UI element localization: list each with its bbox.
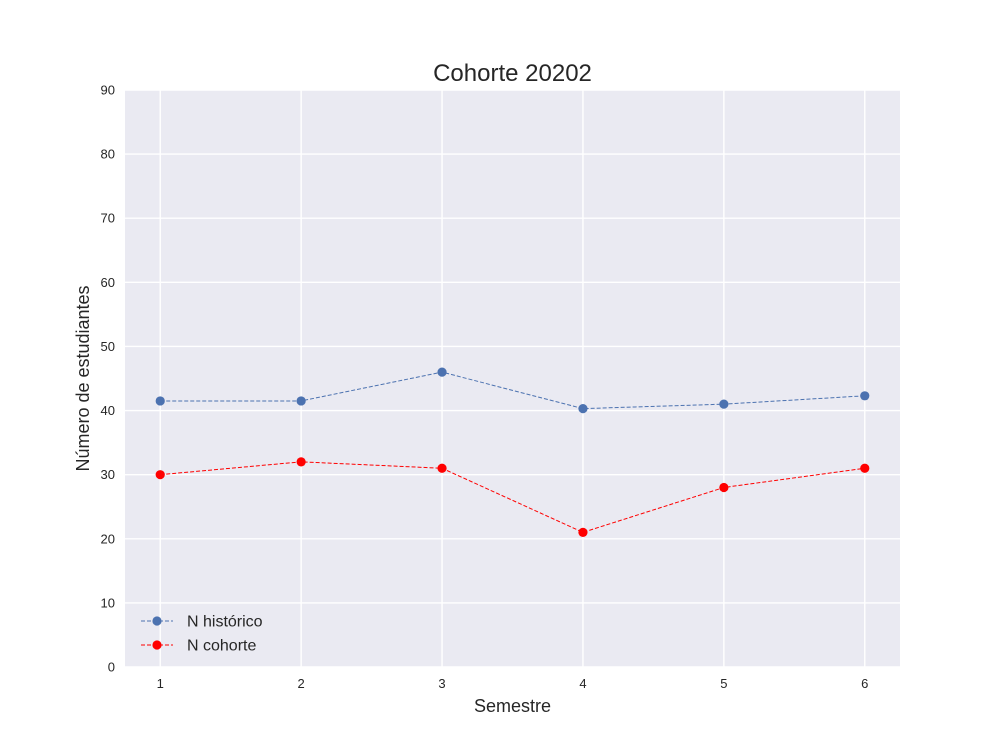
series-layer — [155, 367, 870, 537]
data-point — [719, 399, 729, 409]
y-tick-label: 80 — [101, 147, 115, 162]
y-tick-label: 90 — [101, 83, 115, 98]
grid-lines — [125, 89, 900, 668]
y-tick-label: 10 — [101, 595, 115, 610]
data-point — [437, 367, 447, 377]
legend-marker — [152, 616, 162, 626]
data-point — [296, 457, 306, 467]
y-tick-label: 70 — [101, 211, 115, 226]
data-point — [296, 396, 306, 406]
x-tick-label: 5 — [720, 676, 727, 691]
plot-area — [125, 90, 900, 667]
x-tick-label: 1 — [157, 676, 164, 691]
legend-label: N cohorte — [187, 638, 256, 655]
y-tick-label: 30 — [101, 467, 115, 482]
tick-labels: 0 10 20 30 40 50 60 70 80 90 1 2 3 4 5 6 — [101, 83, 869, 692]
legend-marker — [152, 640, 162, 650]
legend-item: N cohorte — [141, 638, 256, 655]
y-tick-label: 50 — [101, 339, 115, 354]
y-tick-label: 60 — [101, 275, 115, 290]
legend-label: N histórico — [187, 614, 263, 631]
legend: N histórico N cohorte — [141, 614, 263, 655]
x-tick-label: 4 — [579, 676, 586, 691]
data-point — [578, 527, 588, 537]
y-tick-label: 40 — [101, 403, 115, 418]
data-point — [578, 404, 588, 414]
x-tick-label: 2 — [298, 676, 305, 691]
series-2 — [155, 457, 870, 537]
x-tick-label: 6 — [861, 676, 868, 691]
y-tick-label: 0 — [108, 660, 115, 675]
y-tick-label: 20 — [101, 531, 115, 546]
x-axis-title: Semestre — [474, 696, 551, 716]
series-line — [160, 371, 865, 410]
series-1 — [155, 367, 870, 414]
data-point — [155, 396, 165, 406]
series-line — [160, 461, 865, 533]
data-point — [437, 463, 447, 473]
data-point — [155, 470, 165, 480]
x-tick-label: 3 — [438, 676, 445, 691]
data-point — [860, 391, 870, 401]
data-point — [719, 482, 729, 493]
data-point — [860, 463, 870, 473]
y-axis-title: Número de estudiantes — [73, 285, 93, 471]
chart-title: Cohorte 20202 — [433, 60, 592, 87]
legend-item: N histórico — [141, 614, 263, 631]
